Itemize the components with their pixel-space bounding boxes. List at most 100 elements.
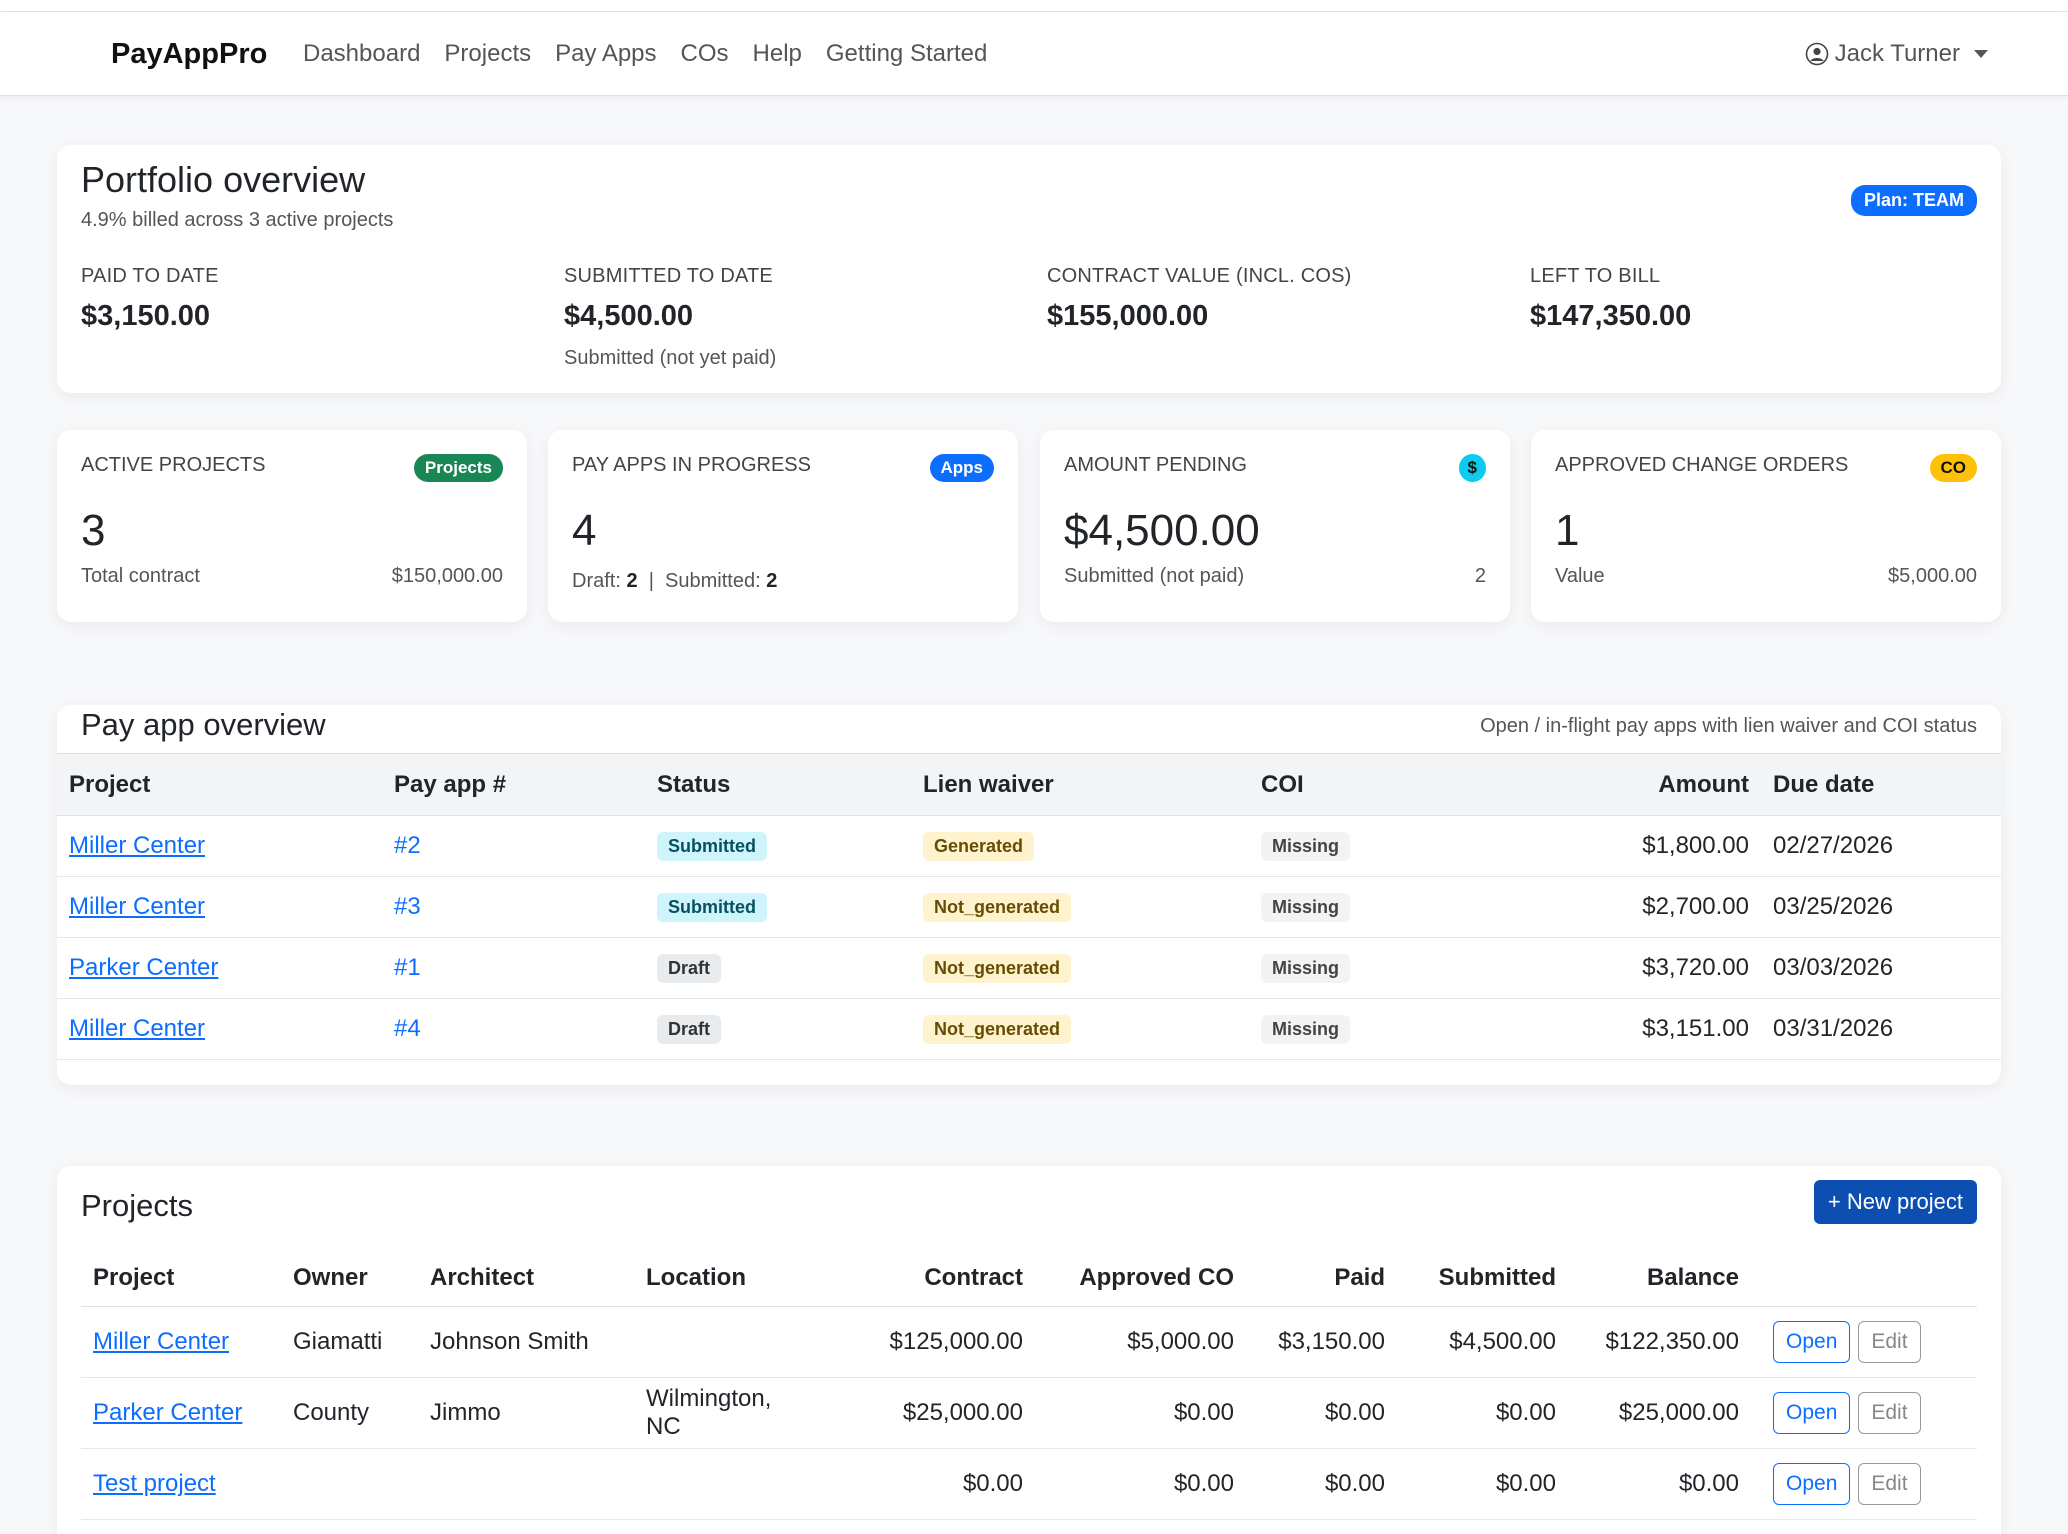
- edit-button[interactable]: Edit: [1858, 1320, 1921, 1363]
- contract-cell: $125,000.00: [811, 1306, 1035, 1378]
- new-project-button[interactable]: + New project: [1813, 1180, 1977, 1224]
- architect-cell: Jimmo: [418, 1377, 634, 1449]
- project-link[interactable]: Miller Center: [69, 893, 206, 920]
- col-contract: Contract: [811, 1250, 1035, 1307]
- col-balance: Balance: [1568, 1250, 1751, 1307]
- submitted-cell: $0.00: [1397, 1448, 1568, 1520]
- col-amount: Amount: [1489, 753, 1761, 816]
- project-link[interactable]: Parker Center: [69, 954, 219, 981]
- nav-help[interactable]: Help: [752, 40, 802, 67]
- nav-cos[interactable]: COs: [680, 40, 729, 67]
- table-row: Parker Center #1 Draft Not_generated Mis…: [57, 937, 2001, 999]
- paid-cell: $3,150.00: [1246, 1306, 1397, 1378]
- kpi-active-projects: ACTIVE PROJECTS Projects 3 Total contrac…: [57, 430, 527, 622]
- chevron-down-icon: [1974, 50, 1988, 58]
- kpi-label: AMOUNT PENDING: [1064, 454, 1247, 476]
- stat-label: CONTRACT VALUE (INCL. COS): [1047, 265, 1352, 287]
- kpi-badge-projects: Projects: [413, 454, 503, 482]
- balance-cell: $0.00: [1568, 1448, 1751, 1520]
- kpi-approved-change-orders: APPROVED CHANGE ORDERS CO 1 Value $5,000…: [1531, 430, 2001, 622]
- lien-waiver-badge: Generated: [923, 832, 1035, 861]
- status-badge: Submitted: [657, 893, 767, 922]
- stat-note: Submitted (not yet paid): [564, 347, 777, 369]
- nav-pay-apps[interactable]: Pay Apps: [555, 40, 657, 67]
- amount-cell: $3,720.00: [1489, 937, 1761, 999]
- project-link[interactable]: Miller Center: [69, 1015, 206, 1042]
- stat-label: LEFT TO BILL: [1530, 265, 1661, 287]
- project-link[interactable]: Miller Center: [93, 1327, 230, 1355]
- pay-app-number-link[interactable]: #3: [394, 893, 421, 920]
- table-row: Miller Center Giamatti Johnson Smith $12…: [81, 1306, 1977, 1378]
- amount-cell: $3,151.00: [1489, 998, 1761, 1060]
- col-project: Project: [57, 753, 382, 816]
- table-header-row: Project Pay app # Status Lien waiver COI…: [57, 753, 2001, 816]
- pay-app-number-link[interactable]: #2: [394, 832, 421, 859]
- kpi-value: 1: [1555, 506, 1580, 555]
- owner-cell: Giamatti: [281, 1306, 418, 1378]
- open-button[interactable]: Open: [1773, 1462, 1851, 1505]
- kpi-foot-label: Submitted (not paid): [1064, 565, 1245, 587]
- stat-value: $3,150.00: [81, 300, 211, 332]
- coi-badge: Missing: [1261, 1015, 1351, 1044]
- location-cell: [634, 1448, 811, 1520]
- pay-app-number-link[interactable]: #1: [394, 954, 421, 981]
- due-date-cell: 03/25/2026: [1761, 876, 2001, 938]
- stat-value: $155,000.00: [1047, 300, 1209, 332]
- edit-button[interactable]: Edit: [1858, 1462, 1921, 1505]
- project-link[interactable]: Test project: [93, 1469, 216, 1497]
- kpi-badge-apps: Apps: [929, 454, 994, 482]
- balance-cell: $25,000.00: [1568, 1377, 1751, 1449]
- portfolio-title: Portfolio overview: [81, 159, 366, 200]
- lien-waiver-badge: Not_generated: [923, 1015, 1072, 1044]
- nav-getting-started[interactable]: Getting Started: [825, 40, 988, 67]
- kpi-foot-value: $5,000.00: [1888, 565, 1977, 587]
- draft-label: Draft:: [572, 570, 621, 592]
- due-date-cell: 03/03/2026: [1761, 937, 2001, 999]
- nav-projects[interactable]: Projects: [444, 40, 532, 67]
- pay-app-overview-subtitle: Open / in-flight pay apps with lien waiv…: [1480, 715, 1977, 737]
- brand-logo[interactable]: PayAppPro: [111, 38, 268, 70]
- approved-co-cell: $5,000.00: [1035, 1306, 1246, 1378]
- kpi-foot-label: Total contract: [81, 565, 200, 587]
- table-row: Test project $0.00 $0.00 $0.00 $0.00 $0.…: [81, 1448, 1977, 1520]
- table-row: Miller Center #4 Draft Not_generated Mis…: [57, 998, 2001, 1060]
- due-date-cell: 02/27/2026: [1761, 815, 2001, 877]
- project-link[interactable]: Parker Center: [93, 1398, 243, 1426]
- table-row: Miller Center #3 Submitted Not_generated…: [57, 876, 2001, 938]
- coi-badge: Missing: [1261, 893, 1351, 922]
- col-location: Location: [634, 1250, 811, 1307]
- edit-button[interactable]: Edit: [1858, 1391, 1921, 1434]
- lien-waiver-badge: Not_generated: [923, 954, 1072, 983]
- stat-value: $147,350.00: [1530, 300, 1692, 332]
- location-cell: [634, 1306, 811, 1378]
- kpi-value: 3: [81, 506, 106, 555]
- kpi-draft-submitted: Draft: 2 | Submitted: 2: [572, 570, 777, 593]
- table-row: Parker Center County Jimmo Wilmington, N…: [81, 1377, 1977, 1449]
- amount-cell: $1,800.00: [1489, 815, 1761, 877]
- kpi-foot-value: 2: [1474, 565, 1486, 587]
- stat-submitted-to-date: SUBMITTED TO DATE $4,500.00 Submitted (n…: [564, 265, 776, 370]
- stat-value: $4,500.00: [564, 300, 694, 332]
- amount-cell: $2,700.00: [1489, 876, 1761, 938]
- approved-co-cell: $0.00: [1035, 1448, 1246, 1520]
- table-row: Miller Center #2 Submitted Generated Mis…: [57, 815, 2001, 877]
- nav-links: Dashboard Projects Pay Apps COs Help Get…: [303, 40, 1011, 68]
- nav-dashboard[interactable]: Dashboard: [303, 40, 421, 67]
- user-menu[interactable]: Jack Turner: [1805, 40, 1988, 68]
- owner-cell: [281, 1448, 418, 1520]
- kpi-amount-pending: AMOUNT PENDING $ $4,500.00 Submitted (no…: [1040, 430, 1510, 622]
- project-link[interactable]: Miller Center: [69, 832, 206, 859]
- col-pay-app-num: Pay app #: [382, 753, 645, 816]
- col-status: Status: [645, 753, 911, 816]
- user-circle-icon: [1805, 42, 1828, 66]
- open-button[interactable]: Open: [1773, 1391, 1851, 1434]
- pay-app-overview-card: Pay app overview Open / in-flight pay ap…: [57, 705, 2001, 1085]
- location-cell: Wilmington, NC: [634, 1377, 811, 1449]
- pay-app-number-link[interactable]: #4: [394, 1015, 421, 1042]
- col-coi: COI: [1249, 753, 1489, 816]
- col-architect: Architect: [418, 1250, 634, 1307]
- due-date-cell: 03/31/2026: [1761, 998, 2001, 1060]
- col-approved-co: Approved CO: [1035, 1250, 1246, 1307]
- open-button[interactable]: Open: [1773, 1320, 1851, 1363]
- portfolio-overview-card: Portfolio overview 4.9% billed across 3 …: [57, 145, 2001, 393]
